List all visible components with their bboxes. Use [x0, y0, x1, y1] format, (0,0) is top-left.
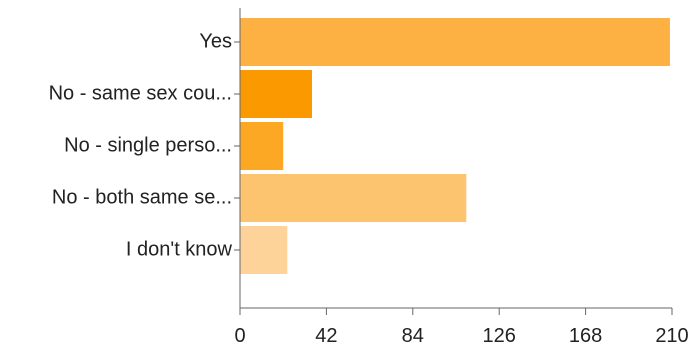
- category-label-4: I don't know: [126, 238, 233, 260]
- category-label-1: No - same sex cou...: [49, 82, 232, 104]
- bar-3: [240, 174, 467, 222]
- category-label-2: No - single perso...: [64, 134, 232, 156]
- bar-0: [240, 18, 670, 66]
- x-tick-label-0: 0: [234, 325, 245, 347]
- x-tick-labels: 0 42 84 126 168 210: [234, 325, 688, 347]
- bar-2: [240, 122, 284, 170]
- category-labels: Yes No - same sex cou... No - single perso…: [49, 30, 233, 260]
- x-tick-label-4: 168: [569, 325, 602, 347]
- x-tick-label-1: 42: [315, 325, 337, 347]
- bar-4: [240, 226, 288, 274]
- x-tick-label-5: 210: [655, 325, 688, 347]
- category-label-0: Yes: [199, 30, 232, 52]
- bars-layer: [240, 18, 670, 274]
- x-tick-label-3: 126: [483, 325, 516, 347]
- axes-layer: [234, 8, 673, 315]
- bar-1: [240, 70, 312, 118]
- category-label-3: No - both same se...: [52, 186, 232, 208]
- x-tick-label-2: 84: [402, 325, 424, 347]
